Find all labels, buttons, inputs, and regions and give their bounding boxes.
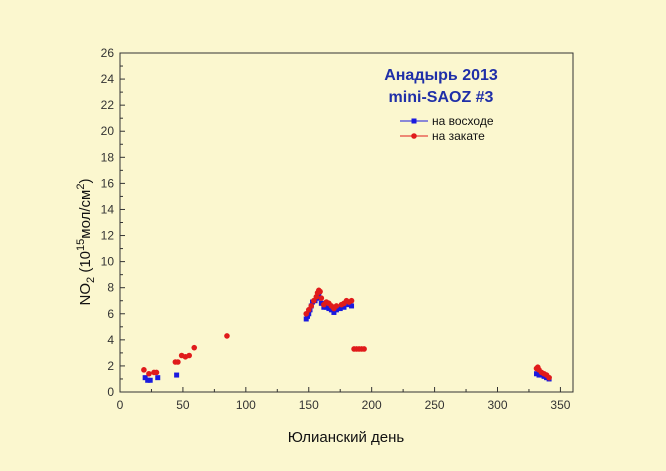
y-tick-label: 4 xyxy=(107,333,114,347)
sunset-point xyxy=(186,352,193,359)
data-marks xyxy=(141,287,552,383)
x-tick-label: 0 xyxy=(117,398,124,412)
sunrise-point xyxy=(323,304,329,310)
sunset-point xyxy=(146,370,152,377)
x-tick-label: 250 xyxy=(425,398,445,412)
legend-label-sunrise: на восходе xyxy=(432,114,494,128)
sunrise-point xyxy=(303,316,309,322)
y-tick-label: 0 xyxy=(107,385,114,399)
x-tick-label: 350 xyxy=(550,398,570,412)
y-tick-label: 20 xyxy=(101,124,115,138)
sunrise-point xyxy=(147,377,153,383)
sunrise-point xyxy=(174,372,180,378)
sunrise-point xyxy=(349,303,355,309)
y-tick-label: 10 xyxy=(101,255,115,269)
x-tick-label: 100 xyxy=(236,398,256,412)
y-tick-label: 16 xyxy=(101,176,115,190)
ticks: 0 50 100 150 200 250 300 3500246810121416182022… xyxy=(101,46,571,412)
sunrise-point xyxy=(326,306,332,312)
sunrise-point xyxy=(142,375,148,381)
x-tick-label: 200 xyxy=(362,398,382,412)
y-tick-label: 12 xyxy=(101,229,115,243)
y-tick-label: 24 xyxy=(101,72,115,86)
chart-title-line-1: Анадырь 2013 xyxy=(384,67,498,84)
sunrise-point xyxy=(341,304,347,310)
y-tick-label: 22 xyxy=(101,98,115,112)
x-tick-label: 50 xyxy=(176,398,190,412)
sunset-point xyxy=(153,369,160,376)
sunset-point xyxy=(348,297,355,304)
sunrise-point xyxy=(333,307,339,313)
y-tick-label: 26 xyxy=(101,46,115,60)
sunset-point xyxy=(333,303,340,309)
y-tick-label: 14 xyxy=(101,202,115,216)
x-axis-title: Юлианский день xyxy=(288,429,405,446)
sunrise-point xyxy=(337,306,343,312)
x-tick-label: 300 xyxy=(487,398,507,412)
sunset-point xyxy=(546,374,552,381)
sunset-point xyxy=(317,288,323,295)
sunset-point xyxy=(308,303,315,309)
y-tick-label: 6 xyxy=(107,307,114,321)
sunrise-point xyxy=(304,313,310,319)
y-tick-label: 8 xyxy=(107,281,114,295)
sunrise-point xyxy=(145,377,151,383)
sunset-point xyxy=(361,346,367,352)
legend: на восходе на закате xyxy=(400,114,494,143)
sunrise-point xyxy=(536,372,542,378)
x-tick-label: 150 xyxy=(299,398,319,412)
sunset-point xyxy=(141,367,147,373)
y-tick-label: 2 xyxy=(107,359,114,373)
sunrise-point xyxy=(155,375,161,381)
chart-title-line-2: mini-SAOZ #3 xyxy=(389,89,494,106)
sunset-point xyxy=(224,333,230,339)
sunrise-point xyxy=(318,300,324,306)
legend-marker-sunrise xyxy=(411,118,417,124)
sunrise-point xyxy=(328,307,334,313)
sunrise-point xyxy=(534,371,540,377)
y-axis-title: NO2 (1015мол/см2) xyxy=(75,179,97,306)
y-tick-label: 18 xyxy=(101,150,115,164)
sunset-point xyxy=(318,295,325,301)
sunrise-point xyxy=(331,309,337,315)
legend-marker-sunset xyxy=(411,133,417,139)
sunset-point xyxy=(191,344,198,351)
legend-label-sunset: на закате xyxy=(432,129,485,143)
sunset-point xyxy=(175,359,181,365)
